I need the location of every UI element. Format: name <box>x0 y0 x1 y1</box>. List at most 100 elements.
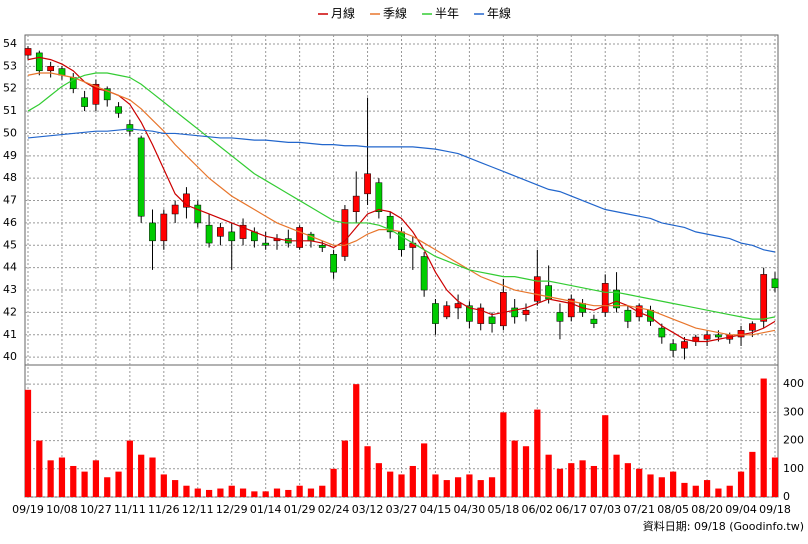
volume-bar <box>36 440 43 497</box>
candle-body <box>601 283 609 313</box>
volume-bar <box>398 474 405 497</box>
y2-tick-label: 0 <box>783 490 790 503</box>
legend-label: 季線 <box>383 6 407 21</box>
volume-bar <box>726 485 733 497</box>
volume-bar <box>681 482 688 497</box>
candle-body <box>624 309 632 322</box>
volume-bar <box>432 474 439 497</box>
y-tick-label: 50 <box>3 126 17 139</box>
candle-body <box>330 254 337 273</box>
candle-body <box>341 209 349 257</box>
volume-bar <box>126 440 133 497</box>
volume-bar <box>636 468 643 497</box>
candle-body <box>386 215 394 233</box>
volume-bar <box>579 460 586 497</box>
volume-bar <box>466 474 473 497</box>
y-tick-label: 51 <box>3 104 17 117</box>
x-tick-label: 04/30 <box>454 503 486 516</box>
x-tick-label: 12/11 <box>182 503 214 516</box>
candle-body <box>760 274 768 322</box>
volume-bar <box>568 463 575 497</box>
volume-bar <box>58 457 66 497</box>
volume-bar <box>104 477 111 497</box>
y2-tick-label: 100 <box>783 462 804 475</box>
moving-average-line <box>27 128 776 253</box>
x-tick-label: 11/26 <box>148 503 180 516</box>
candle-body <box>669 343 677 351</box>
volume-bar <box>273 488 281 497</box>
volume-bar <box>228 485 235 497</box>
volume-bar <box>160 474 167 497</box>
y2-tick-label: 400 <box>783 377 804 390</box>
volume-bar <box>92 460 100 497</box>
y-tick-label: 42 <box>3 305 17 318</box>
volume-bar <box>658 477 665 497</box>
volume-bar <box>183 485 190 497</box>
candle-body <box>567 298 575 318</box>
legend-label: 月線 <box>331 6 355 21</box>
volume-bar <box>715 488 722 497</box>
volume-bar <box>330 468 337 497</box>
volume-bar <box>239 488 247 497</box>
y2-tick-label: 200 <box>783 434 804 447</box>
candle-body <box>205 224 213 244</box>
candle-body <box>635 305 643 318</box>
volume-bar <box>387 471 394 497</box>
volume-bar <box>545 454 552 497</box>
moving-average-line <box>27 56 776 343</box>
candle-body <box>737 330 745 338</box>
candle-body <box>35 52 43 72</box>
volume-bar <box>488 477 496 497</box>
volume-bar <box>703 480 711 497</box>
candle-body <box>658 327 666 338</box>
x-tick-label: 10/08 <box>46 503 78 516</box>
candle-body <box>103 88 111 101</box>
volume-bar <box>670 471 677 497</box>
candle-body <box>92 83 100 105</box>
candle-body <box>420 256 428 291</box>
y-tick-label: 48 <box>3 171 17 184</box>
volume-bar <box>556 468 564 497</box>
candle-body <box>262 242 270 246</box>
volume-bar <box>409 465 416 497</box>
x-tick-label: 05/18 <box>488 503 520 516</box>
candle-body <box>749 323 756 331</box>
candle-body <box>703 334 711 340</box>
x-tick-label: 09/18 <box>759 503 791 516</box>
candle-body <box>613 289 620 309</box>
candle-body <box>149 222 156 242</box>
candle-body <box>590 318 598 324</box>
x-tick-label: 11/11 <box>114 503 146 516</box>
candle-body <box>228 231 236 242</box>
candle-body <box>556 312 564 322</box>
volume-bar <box>285 489 292 497</box>
volume-bar <box>251 491 258 497</box>
candle-body <box>375 182 383 212</box>
candle-body <box>217 227 224 237</box>
volume-bar <box>81 471 88 497</box>
x-tick-label: 07/03 <box>589 503 621 516</box>
legend-label: 年線 <box>487 6 511 21</box>
volume-bar <box>307 488 315 497</box>
candle-body <box>488 316 496 324</box>
volume-bar <box>511 440 518 497</box>
candle-body <box>522 309 530 315</box>
x-tick-label: 04/15 <box>420 503 452 516</box>
candle-body <box>239 224 247 239</box>
candle-body <box>771 278 779 289</box>
y-tick-label: 49 <box>3 149 17 162</box>
volume-bar <box>375 463 382 497</box>
candle-body <box>183 193 190 208</box>
x-tick-label: 06/02 <box>521 503 553 516</box>
candle-body <box>477 307 485 324</box>
candle-body <box>115 106 122 114</box>
x-tick-label: 08/05 <box>657 503 689 516</box>
candle-body <box>432 303 439 324</box>
volume-bar <box>341 440 349 497</box>
candle-body <box>352 195 360 212</box>
legend-label: 半年 <box>435 7 459 21</box>
y-tick-label: 44 <box>3 261 17 274</box>
volume-bar <box>477 480 484 497</box>
candle-body <box>454 303 462 309</box>
candle-body <box>137 137 145 217</box>
